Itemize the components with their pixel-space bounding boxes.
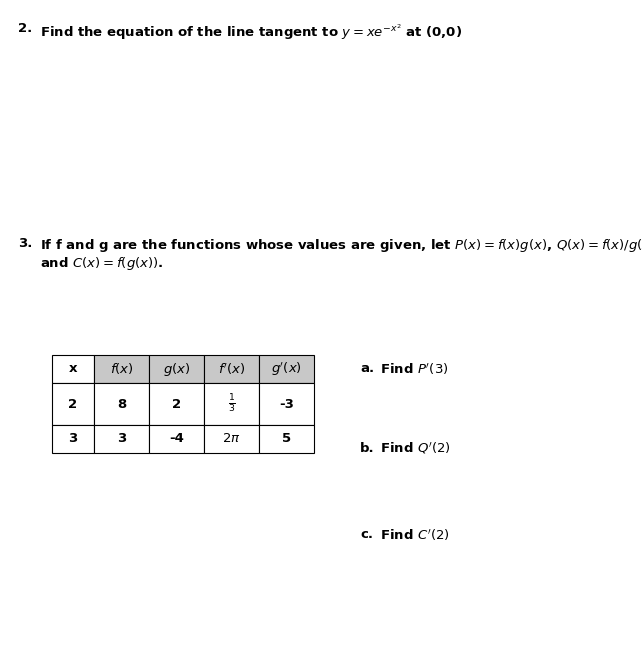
Bar bbox=[94, 355, 149, 383]
Text: $g'(x)$: $g'(x)$ bbox=[271, 360, 302, 378]
Text: 2.: 2. bbox=[18, 22, 32, 35]
Text: x: x bbox=[69, 362, 77, 375]
Text: c.: c. bbox=[360, 529, 373, 542]
Bar bbox=[94, 425, 149, 453]
Bar bbox=[149, 383, 204, 425]
Text: Find the equation of the line tangent to $y = xe^{-x^2}$ at (0,0): Find the equation of the line tangent to… bbox=[40, 22, 462, 42]
Bar bbox=[149, 425, 204, 453]
Text: 8: 8 bbox=[117, 397, 126, 410]
Bar bbox=[204, 425, 259, 453]
Text: 5: 5 bbox=[282, 432, 291, 446]
Text: b.: b. bbox=[360, 441, 375, 454]
Bar bbox=[52, 355, 94, 383]
Bar bbox=[259, 425, 314, 453]
Text: a.: a. bbox=[360, 362, 374, 375]
Bar bbox=[204, 383, 259, 425]
Text: If f and g are the functions whose values are given, let $P(x) = f(x)g(x)$, $Q(x: If f and g are the functions whose value… bbox=[40, 237, 642, 254]
Text: $2\pi$: $2\pi$ bbox=[222, 432, 241, 446]
Text: 2: 2 bbox=[172, 397, 181, 410]
Text: $g(x)$: $g(x)$ bbox=[163, 360, 190, 377]
Bar bbox=[94, 383, 149, 425]
Text: Find $P'(3)$: Find $P'(3)$ bbox=[380, 361, 449, 377]
Text: -4: -4 bbox=[169, 432, 184, 446]
Text: Find $Q'(2)$: Find $Q'(2)$ bbox=[380, 440, 451, 455]
Text: $f'(x)$: $f'(x)$ bbox=[218, 361, 245, 377]
Text: $f(x)$: $f(x)$ bbox=[110, 362, 134, 377]
Text: $\frac{1}{3}$: $\frac{1}{3}$ bbox=[227, 393, 236, 415]
Text: 3: 3 bbox=[117, 432, 126, 446]
Text: 3: 3 bbox=[69, 432, 78, 446]
Bar bbox=[259, 383, 314, 425]
Bar bbox=[259, 355, 314, 383]
Text: Find $C'(2)$: Find $C'(2)$ bbox=[380, 527, 449, 543]
Bar bbox=[52, 383, 94, 425]
Bar bbox=[149, 355, 204, 383]
Bar bbox=[52, 425, 94, 453]
Text: 2: 2 bbox=[69, 397, 78, 410]
Text: -3: -3 bbox=[279, 397, 294, 410]
Text: and $C(x) = f(g(x))$.: and $C(x) = f(g(x))$. bbox=[40, 255, 164, 272]
Bar bbox=[204, 355, 259, 383]
Text: 3.: 3. bbox=[18, 237, 32, 250]
